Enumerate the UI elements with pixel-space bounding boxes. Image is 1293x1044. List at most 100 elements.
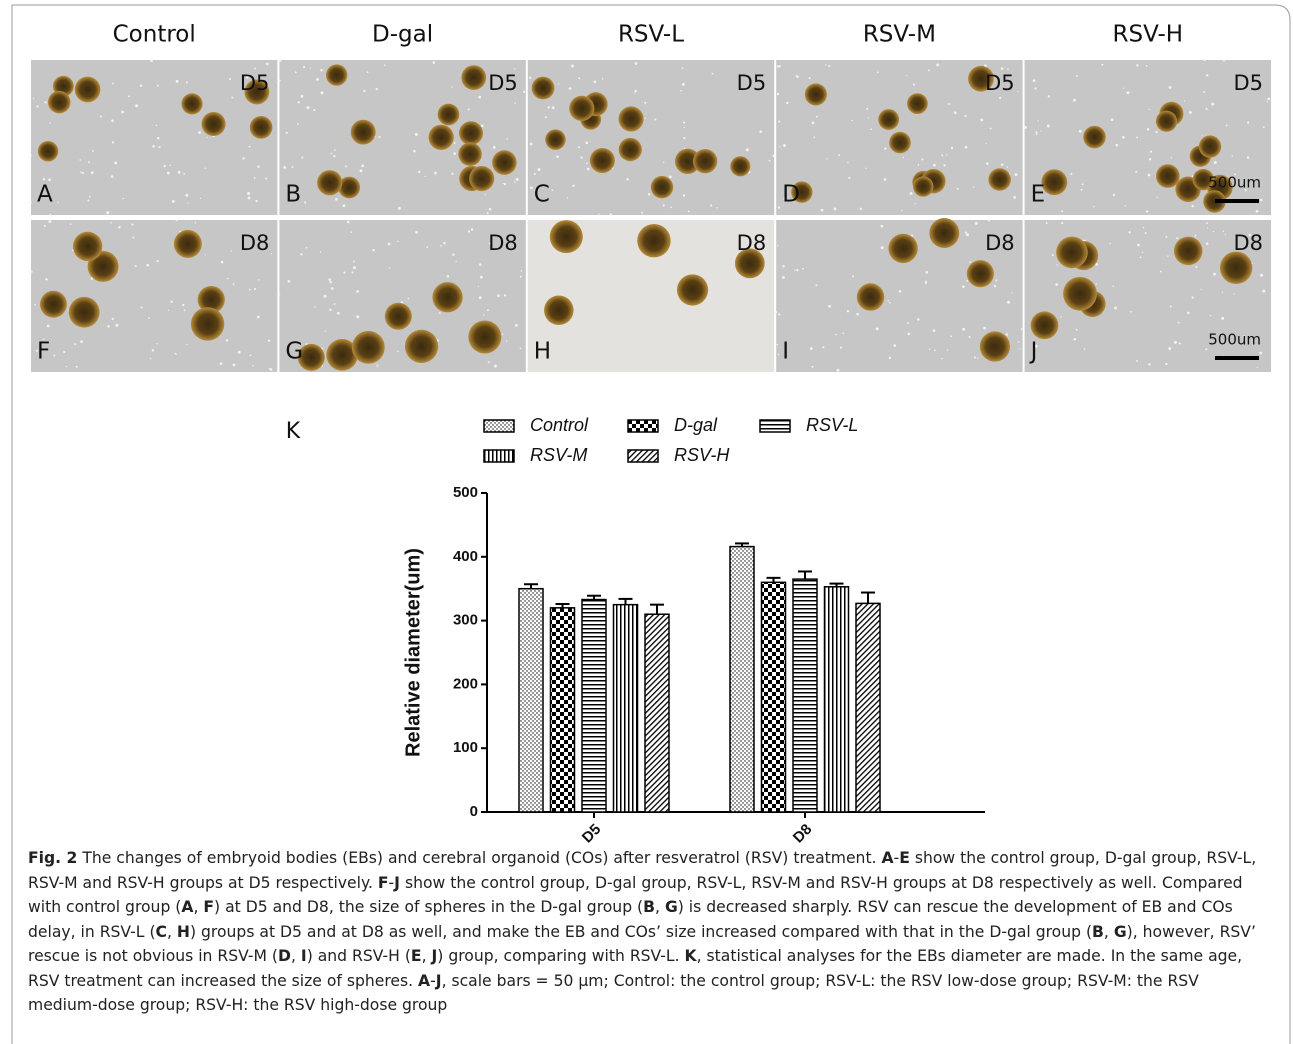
debris xyxy=(515,324,518,327)
debris xyxy=(265,178,267,180)
debris xyxy=(973,187,974,188)
column-header: D-gal xyxy=(372,22,433,48)
debris xyxy=(269,368,270,369)
debris xyxy=(1076,329,1078,331)
debris xyxy=(1206,242,1209,245)
debris xyxy=(343,204,346,207)
debris xyxy=(45,278,47,280)
debris xyxy=(334,303,336,305)
debris xyxy=(947,350,948,351)
debris xyxy=(426,246,428,248)
debris xyxy=(487,212,489,214)
legend-label: D-gal xyxy=(674,415,718,435)
debris xyxy=(468,230,470,232)
bar xyxy=(645,614,669,812)
panel-letter: H xyxy=(534,339,551,365)
sphere xyxy=(469,166,494,191)
sphere xyxy=(677,274,708,305)
debris xyxy=(432,61,435,64)
debris xyxy=(826,158,827,159)
debris xyxy=(1207,227,1208,228)
debris xyxy=(712,73,714,75)
debris xyxy=(860,208,862,210)
caption-panel-ref: H xyxy=(177,923,190,941)
caption-panel-ref: G xyxy=(1114,923,1127,941)
debris xyxy=(478,286,479,287)
debris xyxy=(814,136,816,138)
debris xyxy=(333,155,335,157)
debris xyxy=(1143,227,1145,229)
debris xyxy=(1109,243,1110,244)
debris xyxy=(1247,156,1249,158)
debris xyxy=(233,283,235,285)
y-axis-label: Relative diameter(um) xyxy=(402,548,424,757)
debris xyxy=(974,357,976,359)
debris xyxy=(684,127,685,128)
debris xyxy=(1114,306,1117,309)
debris xyxy=(1101,64,1103,66)
debris xyxy=(822,346,824,348)
debris xyxy=(1167,255,1168,256)
debris xyxy=(779,65,781,67)
debris xyxy=(1165,363,1167,365)
debris xyxy=(249,289,251,291)
debris xyxy=(520,276,522,278)
debris xyxy=(847,162,848,163)
debris xyxy=(1057,264,1058,265)
debris xyxy=(388,243,391,246)
debris xyxy=(112,83,114,85)
debris xyxy=(1223,231,1225,233)
debris xyxy=(644,118,645,119)
debris xyxy=(1221,317,1224,320)
debris xyxy=(1148,109,1149,110)
debris xyxy=(152,349,154,351)
debris xyxy=(451,173,453,175)
debris xyxy=(286,132,288,134)
debris xyxy=(489,208,492,211)
debris xyxy=(1179,343,1181,345)
debris xyxy=(1247,121,1249,123)
debris xyxy=(343,271,345,273)
debris xyxy=(777,344,779,346)
debris xyxy=(610,213,612,215)
debris xyxy=(965,146,968,149)
caption-panel-ref: A xyxy=(181,898,193,916)
debris xyxy=(1225,234,1226,235)
debris xyxy=(92,150,94,152)
debris xyxy=(884,178,887,181)
debris xyxy=(186,81,188,83)
sphere xyxy=(1199,135,1221,157)
debris xyxy=(514,102,516,104)
legend-swatch xyxy=(484,450,514,462)
debris xyxy=(172,200,175,203)
debris xyxy=(185,194,188,197)
sphere xyxy=(730,156,750,176)
debris xyxy=(502,334,503,335)
debris xyxy=(200,198,201,199)
debris xyxy=(320,69,323,72)
debris xyxy=(1178,322,1180,324)
debris xyxy=(1206,108,1208,110)
debris xyxy=(1047,125,1050,128)
debris xyxy=(111,175,114,178)
debris xyxy=(983,327,986,330)
debris xyxy=(514,68,515,69)
sphere xyxy=(438,104,460,126)
debris xyxy=(455,261,456,262)
debris xyxy=(287,280,290,283)
debris xyxy=(300,95,303,98)
debris xyxy=(1040,130,1041,131)
sphere xyxy=(967,260,994,287)
debris xyxy=(487,309,489,311)
debris xyxy=(49,122,50,123)
debris xyxy=(1148,363,1150,365)
debris xyxy=(828,65,830,67)
debris xyxy=(777,245,778,246)
debris xyxy=(634,90,636,92)
debris xyxy=(283,166,286,169)
debris xyxy=(856,313,859,316)
panel-letter: D xyxy=(782,182,800,208)
debris xyxy=(226,339,228,341)
debris xyxy=(778,354,779,355)
debris xyxy=(304,201,306,203)
